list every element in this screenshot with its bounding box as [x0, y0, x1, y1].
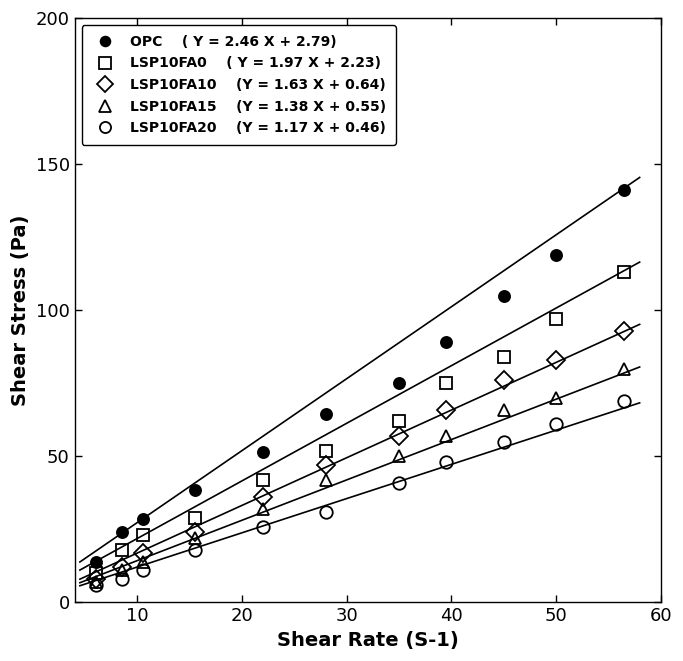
X-axis label: Shear Rate (S-1): Shear Rate (S-1)	[277, 631, 458, 650]
Legend: OPC    ( Y = 2.46 X + 2.79), LSP10FA0    ( Y = 1.97 X + 2.23), LSP10FA10    (Y =: OPC ( Y = 2.46 X + 2.79), LSP10FA0 ( Y =…	[81, 25, 396, 145]
Y-axis label: Shear Stress (Pa): Shear Stress (Pa)	[11, 215, 30, 406]
